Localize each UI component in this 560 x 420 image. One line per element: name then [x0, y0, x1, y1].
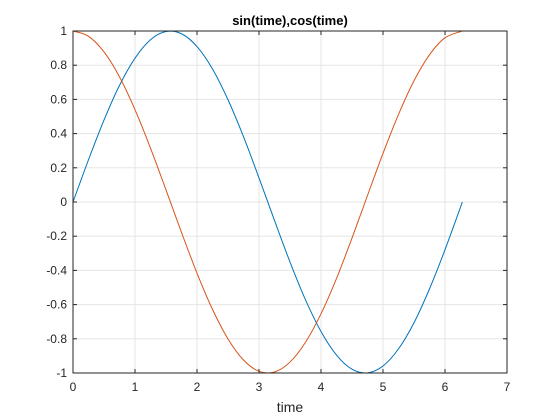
- x-tick-label: 1: [132, 380, 139, 394]
- y-tick-label: 0.8: [50, 58, 67, 72]
- series-line-0: [72, 30, 463, 374]
- x-tick-label: 6: [442, 380, 449, 394]
- x-tick-label: 0: [70, 380, 77, 394]
- y-tick-label: -0.6: [46, 298, 67, 312]
- y-tick-label: 0.6: [50, 92, 67, 106]
- y-tick-label: 0.2: [50, 161, 67, 175]
- y-tick-label: 1: [60, 24, 67, 38]
- y-tick-labels: 1 0.8 0.6 0.4 0.2 0 -0.2 -0.4 -0.6 -0.8 -1: [46, 24, 67, 380]
- y-tick-label: -0.4: [46, 263, 67, 277]
- x-tick-label: 4: [318, 380, 325, 394]
- tick-marks: [72, 30, 508, 374]
- x-tick-label: 7: [504, 380, 511, 394]
- chart-title: sin(time),cos(time): [232, 13, 348, 28]
- y-tick-label: -1: [56, 366, 67, 380]
- x-tick-label: 2: [194, 380, 201, 394]
- x-tick-label: 5: [380, 380, 387, 394]
- y-tick-label: 0.4: [50, 127, 67, 141]
- y-tick-label: 0: [60, 195, 67, 209]
- y-tick-label: -0.8: [46, 332, 67, 346]
- x-axis-label: time: [277, 399, 304, 415]
- y-tick-label: -0.2: [46, 229, 67, 243]
- x-tick-labels: 0 1 2 3 4 5 6 7: [70, 380, 511, 394]
- x-tick-label: 3: [256, 380, 263, 394]
